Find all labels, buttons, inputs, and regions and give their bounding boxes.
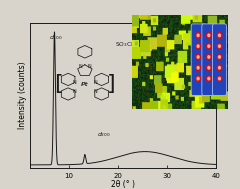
Circle shape (206, 54, 211, 60)
Circle shape (208, 34, 210, 37)
Circle shape (196, 76, 200, 81)
Text: N: N (78, 64, 82, 69)
FancyBboxPatch shape (191, 24, 205, 95)
Circle shape (217, 54, 222, 60)
Text: N: N (73, 89, 77, 94)
Circle shape (218, 34, 221, 37)
Text: N: N (93, 80, 97, 85)
Circle shape (206, 65, 211, 71)
Circle shape (197, 66, 199, 69)
Circle shape (218, 45, 221, 47)
Circle shape (217, 76, 222, 81)
Text: $d_{200}$: $d_{200}$ (97, 130, 111, 139)
FancyBboxPatch shape (202, 24, 216, 95)
Text: N: N (88, 64, 91, 69)
Y-axis label: Intensity (counts): Intensity (counts) (18, 62, 27, 129)
Circle shape (218, 66, 221, 69)
FancyBboxPatch shape (213, 24, 226, 95)
Circle shape (208, 66, 210, 69)
Circle shape (197, 34, 199, 37)
Text: N: N (93, 89, 97, 94)
Text: [: [ (54, 74, 63, 94)
Text: Pt: Pt (81, 82, 89, 87)
Circle shape (206, 76, 211, 81)
Circle shape (217, 32, 222, 38)
Circle shape (206, 32, 211, 38)
Text: ]: ] (107, 74, 115, 94)
Circle shape (197, 45, 199, 47)
Text: $d_{100}$: $d_{100}$ (48, 33, 63, 42)
Circle shape (196, 54, 200, 60)
Circle shape (196, 65, 200, 71)
Text: $\mathsf{SO_3CF_3^-}$: $\mathsf{SO_3CF_3^-}$ (115, 40, 139, 50)
Circle shape (218, 77, 221, 80)
Circle shape (208, 77, 210, 80)
Text: N: N (73, 80, 77, 85)
X-axis label: 2θ (° ): 2θ (° ) (111, 180, 135, 189)
Circle shape (217, 43, 222, 49)
Circle shape (217, 65, 222, 71)
Circle shape (197, 77, 199, 80)
Circle shape (206, 43, 211, 49)
Circle shape (208, 45, 210, 47)
Circle shape (208, 56, 210, 58)
Circle shape (196, 43, 200, 49)
Circle shape (218, 56, 221, 58)
Circle shape (197, 56, 199, 58)
Circle shape (196, 32, 200, 38)
